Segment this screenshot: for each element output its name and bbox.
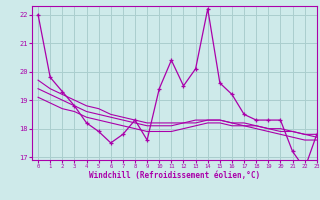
X-axis label: Windchill (Refroidissement éolien,°C): Windchill (Refroidissement éolien,°C) <box>89 171 260 180</box>
